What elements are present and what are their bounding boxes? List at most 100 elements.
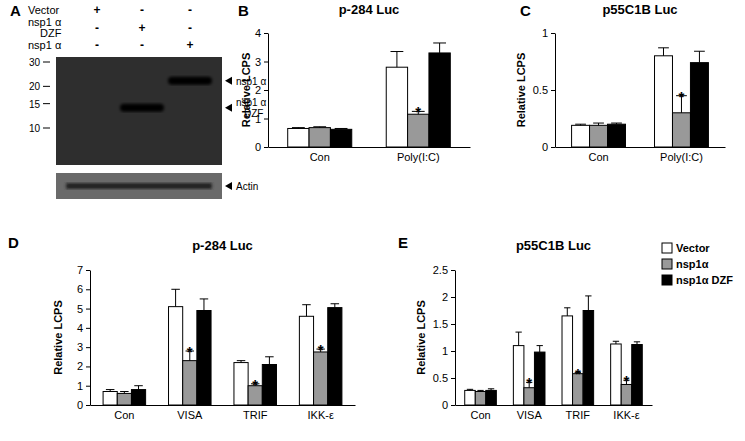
bar	[131, 390, 145, 405]
blot-panel: AVector+--nsp1 αDZF-+-nsp1 α--+30201510n…	[10, 2, 266, 199]
chart-title: p-284 Luc	[339, 2, 400, 17]
bar-chart: Bp-284 LucRelative LCPS*01234ConPoly(I:C…	[238, 2, 471, 163]
bar	[197, 311, 211, 406]
y-axis: 00.51	[533, 27, 556, 153]
x-axis: Con Poly(I:C)	[269, 147, 471, 163]
y-axis-title: Relative LCPS	[240, 53, 252, 128]
tick-label: 2	[255, 84, 261, 96]
legend: Vectornsp1αnsp1α DZF	[662, 242, 733, 286]
panel-letter: B	[238, 2, 249, 19]
figure: AVector+--nsp1 αDZF-+-nsp1 α--+30201510n…	[0, 0, 745, 441]
condition-sign: -	[95, 38, 99, 52]
annotations: *	[415, 103, 421, 120]
tick-mark	[86, 328, 90, 329]
error-bar	[106, 390, 115, 392]
x-tick: VISA	[177, 405, 203, 421]
annotations: ***	[187, 341, 324, 393]
y-axis-title: Relative LCPS	[52, 300, 64, 375]
x-tick: IKK-ε	[307, 405, 333, 421]
tick-mark	[264, 33, 268, 34]
tick-mark	[451, 405, 455, 406]
error-bar	[120, 392, 129, 394]
chart-title: p55C1B Luc	[602, 2, 677, 17]
blot-band	[120, 104, 164, 112]
y-tick: 1	[542, 27, 555, 39]
condition-sign: +	[93, 3, 100, 17]
error-bar	[613, 341, 619, 344]
legend-swatch	[662, 259, 672, 269]
band-arrow	[225, 182, 232, 190]
tick-label: 1	[442, 345, 448, 357]
axis-line	[556, 147, 726, 148]
annotations: ***	[526, 365, 629, 392]
x-tick: TRIF	[566, 405, 591, 421]
tick-label: 0	[255, 141, 261, 153]
error-bar	[537, 346, 543, 352]
bar	[262, 365, 276, 406]
error-bar	[292, 127, 305, 129]
tick-label: 3	[77, 341, 83, 353]
x-tick: IKK-ε	[613, 405, 639, 421]
tick-label: 0	[542, 141, 548, 153]
tick-label: Con	[310, 151, 330, 163]
legend-swatch	[662, 275, 672, 285]
bar	[314, 352, 328, 405]
bar	[486, 390, 497, 405]
tick-mark	[451, 324, 455, 325]
marker-label: 30	[29, 57, 41, 68]
bar	[655, 56, 673, 147]
y-tick: 4	[77, 322, 90, 334]
y-tick: 1	[255, 113, 268, 125]
significance-mark: *	[679, 88, 685, 105]
bar	[608, 124, 626, 147]
x-tick: Con	[310, 147, 330, 163]
band-arrow	[225, 104, 232, 112]
error-bar	[265, 357, 274, 365]
bar	[429, 53, 450, 147]
error-bar	[611, 123, 622, 124]
x-tick: Con	[588, 147, 608, 163]
tick-label: Con	[114, 409, 134, 421]
marker-tick	[43, 62, 50, 63]
tick-label: VISA	[177, 409, 203, 421]
y-axis: 01234567	[77, 264, 91, 411]
x-axis: ConVISATRIFIKK-ε	[456, 405, 653, 421]
condition-sign: +	[186, 38, 193, 52]
bar	[572, 125, 590, 147]
bar	[103, 392, 117, 406]
plot-marks	[103, 289, 342, 405]
significance-mark: *	[415, 103, 421, 120]
y-tick: 0	[442, 399, 455, 411]
y-tick: 1	[442, 345, 455, 357]
tick-label: Poly(I:C)	[397, 151, 440, 163]
marker-tick	[43, 86, 50, 87]
bar	[475, 392, 486, 406]
tick-label: TRIF	[243, 409, 268, 421]
y-tick: 2	[442, 291, 455, 303]
error-bar	[593, 123, 604, 125]
tick-mark	[86, 289, 90, 290]
y-tick: 1.5	[433, 318, 455, 330]
bar	[534, 352, 545, 405]
y-tick: 2	[77, 360, 90, 372]
condition-label: nsp1 α	[28, 39, 62, 51]
tick-label: 0.5	[433, 372, 448, 384]
y-tick: 0	[255, 141, 268, 153]
legend-swatch	[662, 243, 672, 253]
tick-label: 1	[77, 380, 83, 392]
tick-mark	[264, 90, 268, 91]
tick-label: 6	[77, 283, 83, 295]
tick-label: 4	[77, 322, 83, 334]
bar	[328, 308, 342, 405]
tick-mark	[86, 386, 90, 387]
loading-strip	[56, 173, 222, 199]
error-bar	[313, 126, 326, 128]
error-bar	[200, 299, 209, 311]
tick-label: Con	[588, 151, 608, 163]
y-tick: 0	[77, 399, 90, 411]
tick-label: 0	[77, 399, 83, 411]
x-tick: TRIF	[243, 405, 268, 421]
condition-label: DZF	[40, 27, 62, 39]
tick-label: 3	[255, 56, 261, 68]
tick-label: TRIF	[566, 409, 591, 421]
